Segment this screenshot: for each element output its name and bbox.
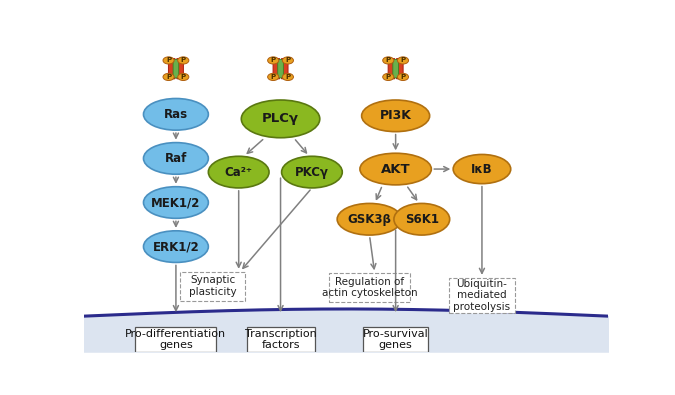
Ellipse shape <box>163 73 174 81</box>
Ellipse shape <box>267 73 279 81</box>
FancyBboxPatch shape <box>180 272 245 301</box>
Text: P: P <box>286 74 290 80</box>
Ellipse shape <box>282 57 294 64</box>
Ellipse shape <box>209 156 269 188</box>
Ellipse shape <box>453 154 511 184</box>
Text: S6K1: S6K1 <box>405 213 439 226</box>
Text: PLCγ: PLCγ <box>262 112 299 125</box>
Ellipse shape <box>178 57 189 64</box>
Text: Ras: Ras <box>164 108 188 121</box>
Text: P: P <box>400 74 406 80</box>
Ellipse shape <box>398 57 408 64</box>
Ellipse shape <box>163 57 174 64</box>
Ellipse shape <box>281 156 342 188</box>
Text: Pro-differentiation
genes: Pro-differentiation genes <box>126 329 227 350</box>
Ellipse shape <box>144 187 209 218</box>
Text: P: P <box>385 74 391 80</box>
Text: Ca²⁺: Ca²⁺ <box>225 166 252 179</box>
Text: P: P <box>385 57 391 64</box>
Text: PI3K: PI3K <box>380 109 412 122</box>
Ellipse shape <box>383 57 394 64</box>
Text: Synaptic
plasticity: Synaptic plasticity <box>189 275 236 297</box>
FancyBboxPatch shape <box>277 60 284 78</box>
Ellipse shape <box>398 73 408 81</box>
Ellipse shape <box>144 231 209 262</box>
FancyBboxPatch shape <box>396 58 403 79</box>
FancyBboxPatch shape <box>450 278 514 313</box>
Text: P: P <box>181 57 186 64</box>
Text: GSK3β: GSK3β <box>348 213 391 226</box>
Text: P: P <box>400 57 406 64</box>
Ellipse shape <box>144 98 209 130</box>
Text: Pro-survival
genes: Pro-survival genes <box>362 329 429 350</box>
Text: P: P <box>166 57 171 64</box>
Text: P: P <box>286 57 290 64</box>
Ellipse shape <box>242 100 320 138</box>
Ellipse shape <box>362 100 429 132</box>
FancyBboxPatch shape <box>273 58 279 79</box>
FancyBboxPatch shape <box>169 58 175 79</box>
FancyBboxPatch shape <box>329 273 410 302</box>
Text: Regulation of
actin cytoskeleton: Regulation of actin cytoskeleton <box>322 277 417 299</box>
Text: PKCγ: PKCγ <box>295 166 329 179</box>
Ellipse shape <box>282 73 294 81</box>
Text: AKT: AKT <box>381 163 410 175</box>
Text: Transcription
factors: Transcription factors <box>244 329 317 350</box>
FancyBboxPatch shape <box>388 58 395 79</box>
Text: Raf: Raf <box>165 152 187 165</box>
FancyBboxPatch shape <box>393 60 398 78</box>
FancyBboxPatch shape <box>246 327 315 352</box>
Ellipse shape <box>394 203 450 235</box>
Ellipse shape <box>338 203 402 235</box>
FancyBboxPatch shape <box>177 58 184 79</box>
Ellipse shape <box>178 73 189 81</box>
Ellipse shape <box>383 73 394 81</box>
Text: ERK1/2: ERK1/2 <box>153 240 199 253</box>
Text: MEK1/2: MEK1/2 <box>151 196 200 209</box>
Text: P: P <box>271 74 276 80</box>
Ellipse shape <box>360 153 431 185</box>
FancyBboxPatch shape <box>281 58 288 79</box>
Ellipse shape <box>267 57 279 64</box>
FancyBboxPatch shape <box>136 327 217 352</box>
FancyBboxPatch shape <box>363 327 429 352</box>
Text: P: P <box>271 57 276 64</box>
Text: Ubiquitin-
mediated
proteolysis: Ubiquitin- mediated proteolysis <box>454 279 510 312</box>
FancyBboxPatch shape <box>173 60 179 78</box>
Text: P: P <box>181 74 186 80</box>
Text: IκB: IκB <box>471 163 493 175</box>
Text: P: P <box>166 74 171 80</box>
Ellipse shape <box>144 143 209 174</box>
